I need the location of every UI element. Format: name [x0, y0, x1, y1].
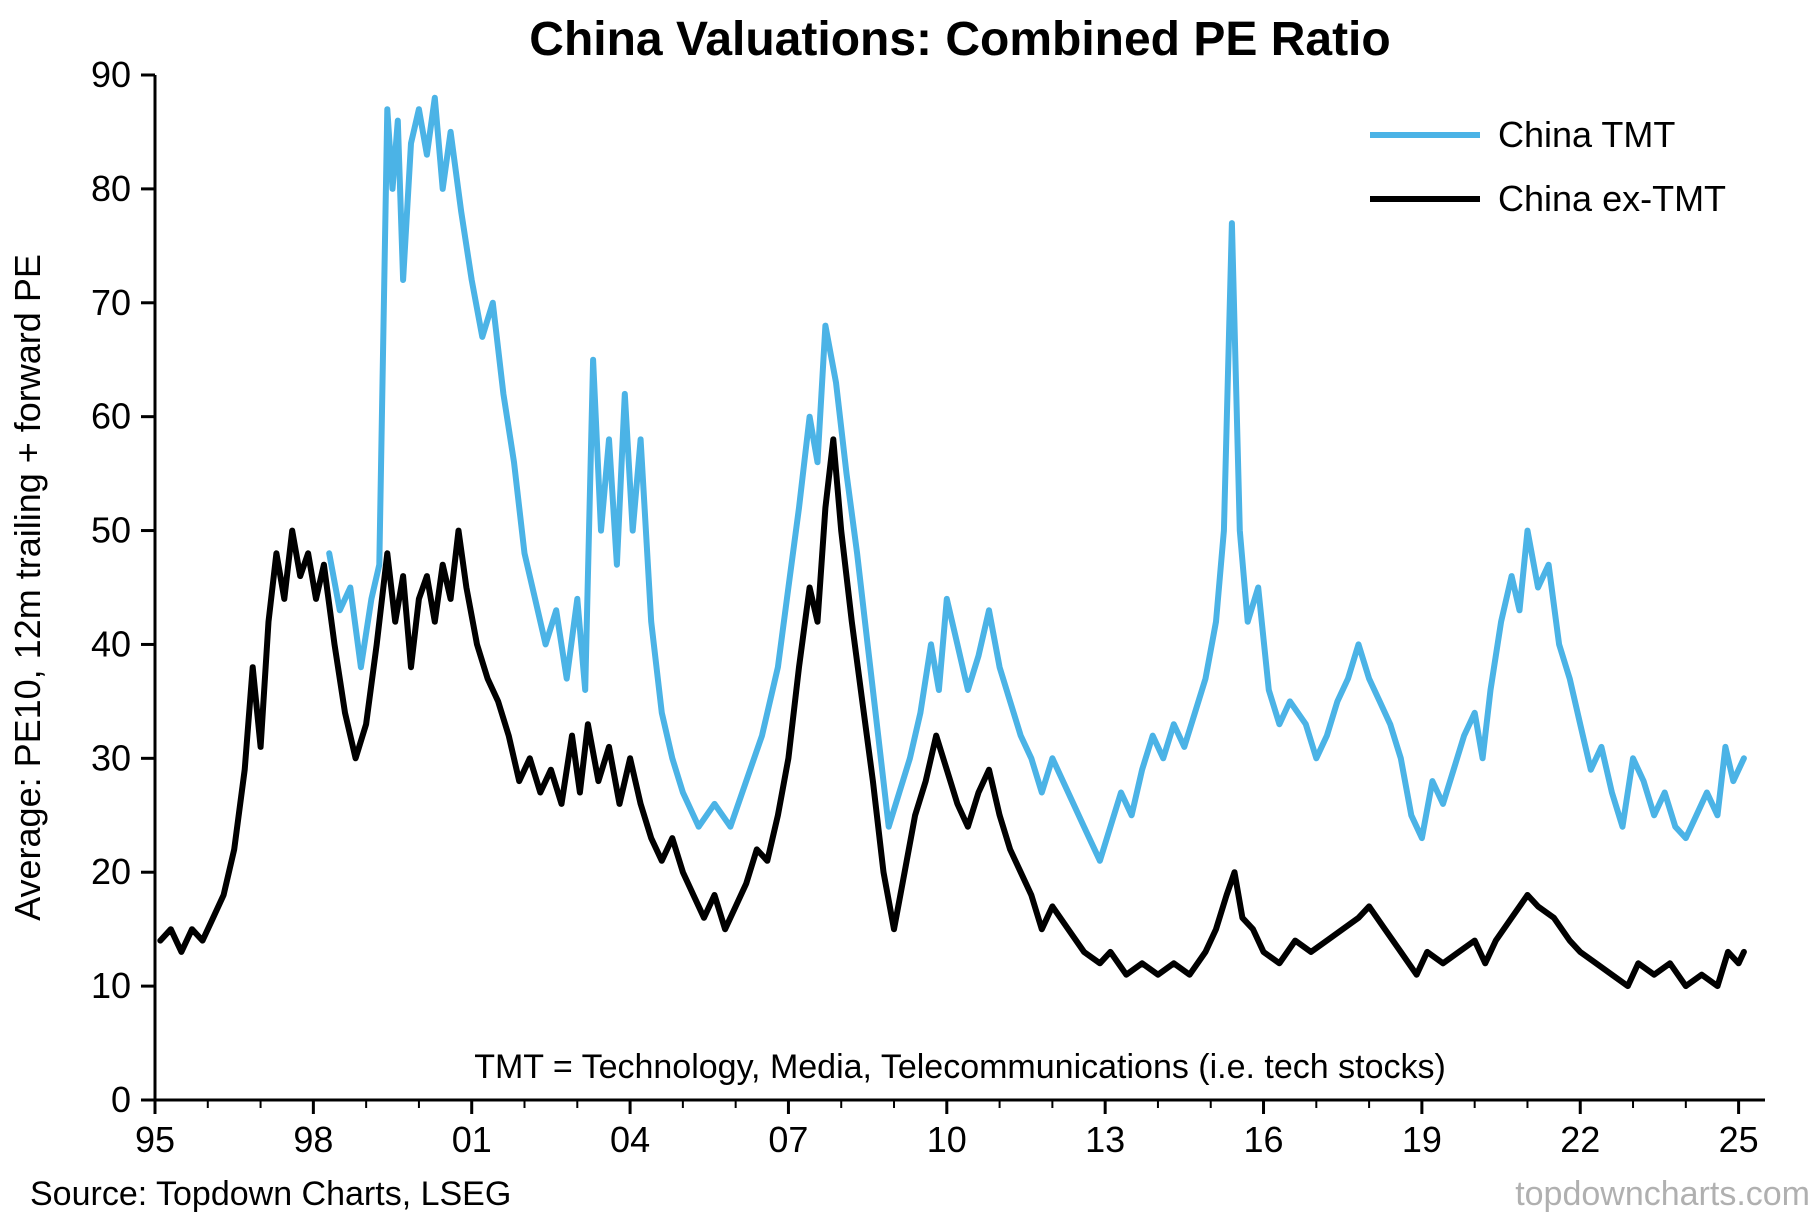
y-tick-label: 70: [91, 282, 131, 323]
y-tick-label: 30: [91, 737, 131, 778]
x-tick-label: 98: [293, 1119, 333, 1160]
x-tick-label: 13: [1085, 1119, 1125, 1160]
y-tick-label: 20: [91, 851, 131, 892]
y-tick-label: 10: [91, 965, 131, 1006]
x-tick-label: 10: [927, 1119, 967, 1160]
y-tick-label: 60: [91, 396, 131, 437]
x-tick-label: 07: [768, 1119, 808, 1160]
y-tick-label: 40: [91, 623, 131, 664]
y-tick-label: 50: [91, 510, 131, 551]
chart-note: TMT = Technology, Media, Telecommunicati…: [474, 1048, 1446, 1086]
y-tick-label: 90: [91, 54, 131, 95]
legend-label: China TMT: [1498, 114, 1675, 155]
chart-container: China Valuations: Combined PE Ratio01020…: [0, 0, 1820, 1217]
x-tick-label: 01: [452, 1119, 492, 1160]
y-tick-label: 80: [91, 168, 131, 209]
source-text: Source: Topdown Charts, LSEG: [30, 1175, 511, 1213]
legend-label: China ex-TMT: [1498, 178, 1726, 219]
x-tick-label: 19: [1402, 1119, 1442, 1160]
x-tick-label: 16: [1244, 1119, 1284, 1160]
x-tick-label: 25: [1719, 1119, 1759, 1160]
y-tick-label: 0: [111, 1079, 131, 1120]
x-tick-label: 95: [135, 1119, 175, 1160]
x-tick-label: 22: [1560, 1119, 1600, 1160]
x-tick-label: 04: [610, 1119, 650, 1160]
watermark: topdowncharts.com: [1515, 1175, 1810, 1213]
y-axis-label: Average: PE10, 12m trailing + forward PE: [7, 254, 48, 921]
chart-title: China Valuations: Combined PE Ratio: [529, 13, 1390, 66]
line-chart: China Valuations: Combined PE Ratio01020…: [0, 0, 1820, 1217]
series-china-ex-tmt: [160, 439, 1744, 986]
